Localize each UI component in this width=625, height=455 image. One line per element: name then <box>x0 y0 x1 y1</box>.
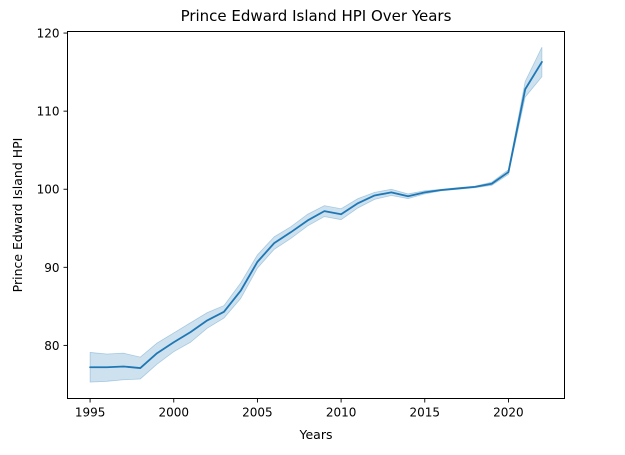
confidence-band-layer <box>89 46 543 383</box>
data-point <box>440 189 443 192</box>
y-tick-label: 90 <box>44 261 59 275</box>
data-point <box>189 331 192 334</box>
data-point <box>306 219 309 222</box>
data-point <box>356 202 359 205</box>
data-point <box>156 352 159 355</box>
data-point <box>289 231 292 234</box>
x-tick-label: 2000 <box>158 406 189 420</box>
data-point <box>122 365 125 368</box>
x-axis-label: Years <box>299 427 333 442</box>
chart-title: Prince Edward Island HPI Over Years <box>181 7 452 25</box>
x-tick-label: 2020 <box>493 406 524 420</box>
data-point <box>373 194 376 197</box>
x-tick-label: 2010 <box>326 406 357 420</box>
data-point <box>490 182 493 185</box>
data-point <box>222 310 225 313</box>
y-axis-label: Prince Edward Island HPI <box>10 138 25 293</box>
data-point <box>473 185 476 188</box>
x-tick-label: 2015 <box>409 406 440 420</box>
data-point <box>239 289 242 292</box>
confidence-band <box>89 46 543 383</box>
data-point <box>507 171 510 174</box>
series-line <box>89 61 543 369</box>
plot-frame <box>67 31 565 399</box>
x-axis: 1995 2000 2005 2010 2015 2020 <box>75 398 524 420</box>
data-point <box>89 366 92 369</box>
data-point <box>273 242 276 245</box>
y-axis: 80 90 100 110 120 <box>37 27 68 353</box>
series-line-layer <box>89 60 543 370</box>
x-tick-label: 2005 <box>242 406 273 420</box>
data-point <box>423 191 426 194</box>
data-point <box>105 366 108 369</box>
data-point <box>457 187 460 190</box>
data-point <box>407 195 410 198</box>
y-tick-label: 100 <box>37 183 60 197</box>
data-point <box>540 60 543 63</box>
data-point <box>206 319 209 322</box>
data-point <box>172 341 175 344</box>
data-point <box>390 191 393 194</box>
y-tick-label: 120 <box>37 27 60 41</box>
data-point <box>524 88 527 91</box>
data-point <box>139 367 142 370</box>
x-tick-label: 1995 <box>75 406 106 420</box>
y-tick-label: 110 <box>37 105 60 119</box>
data-point <box>256 260 259 263</box>
y-tick-label: 80 <box>44 339 59 353</box>
data-point <box>340 213 343 216</box>
data-point <box>323 210 326 213</box>
